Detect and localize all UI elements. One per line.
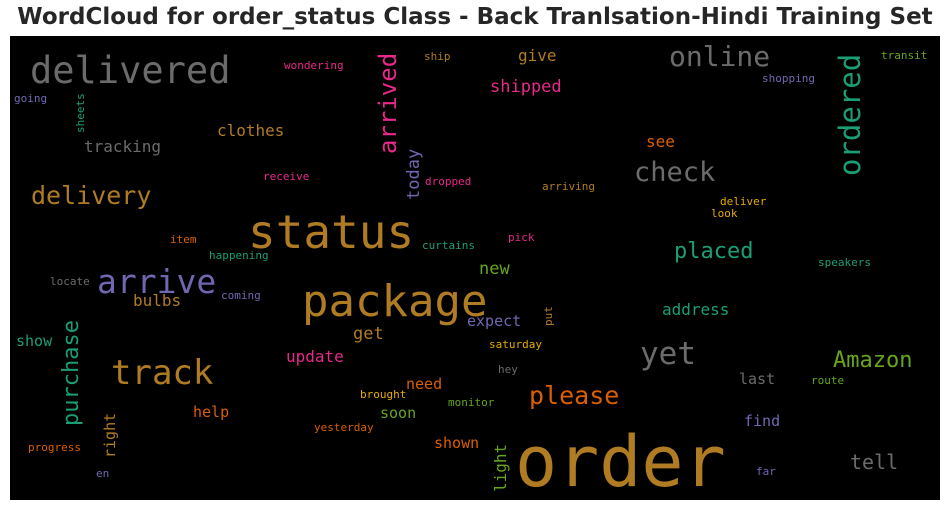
word-wondering: wondering bbox=[284, 59, 344, 72]
word-group: order package status delivered track arrive ye… bbox=[14, 40, 927, 500]
word-pick: pick bbox=[508, 231, 535, 244]
word-tell: tell bbox=[850, 450, 898, 474]
word-yesterday: yesterday bbox=[314, 421, 374, 434]
word-amazon: Amazon bbox=[833, 348, 912, 373]
word-put: put bbox=[542, 306, 555, 326]
word-delivery: delivery bbox=[31, 181, 151, 210]
word-need: need bbox=[406, 375, 442, 393]
word-coming: coming bbox=[221, 289, 261, 302]
word-online: online bbox=[669, 40, 770, 73]
word-shown: shown bbox=[434, 434, 479, 452]
word-shipped: shipped bbox=[490, 77, 562, 97]
word-ship: ship bbox=[424, 50, 451, 63]
word-arrived: arrived bbox=[374, 53, 402, 154]
word-light: light bbox=[491, 444, 510, 492]
word-look: look bbox=[711, 207, 738, 220]
word-locate: locate bbox=[50, 275, 90, 288]
word-order: order bbox=[515, 421, 726, 500]
word-tracking: tracking bbox=[84, 137, 161, 156]
word-check: check bbox=[634, 157, 715, 188]
word-placed: placed bbox=[674, 239, 753, 264]
word-receive: receive bbox=[263, 170, 309, 183]
word-expect: expect bbox=[467, 312, 521, 330]
word-route: route bbox=[811, 374, 844, 387]
word-clothes: clothes bbox=[217, 121, 284, 140]
word-going: going bbox=[14, 92, 47, 105]
word-saturday: saturday bbox=[489, 338, 542, 351]
word-dropped: dropped bbox=[425, 175, 471, 188]
word-happening: happening bbox=[209, 249, 269, 262]
word-deliver: deliver bbox=[720, 195, 767, 208]
word-package: package bbox=[302, 276, 487, 327]
word-monitor: monitor bbox=[448, 396, 495, 409]
cloud-background bbox=[10, 36, 940, 500]
word-item: item bbox=[170, 233, 197, 246]
word-today: today bbox=[404, 149, 424, 200]
word-update: update bbox=[286, 347, 344, 366]
word-arriving: arriving bbox=[542, 180, 595, 193]
word-see: see bbox=[646, 132, 675, 151]
word-purchase: purchase bbox=[59, 320, 84, 426]
word-shopping: shopping bbox=[762, 72, 815, 85]
word-new: new bbox=[479, 259, 510, 279]
word-track: track bbox=[111, 353, 213, 393]
word-right: right bbox=[101, 413, 119, 458]
word-speakers: speakers bbox=[818, 256, 871, 269]
word-get: get bbox=[353, 324, 384, 344]
word-sheets: sheets bbox=[74, 93, 87, 133]
word-status: status bbox=[248, 205, 414, 259]
word-arrive: arrive bbox=[97, 262, 216, 301]
word-give: give bbox=[518, 46, 557, 65]
word-last: last bbox=[739, 370, 775, 388]
word-transit: transit bbox=[881, 49, 927, 62]
word-help: help bbox=[193, 403, 229, 421]
word-find: find bbox=[744, 412, 780, 430]
word-show: show bbox=[16, 332, 53, 350]
word-bulbs: bulbs bbox=[133, 291, 181, 310]
word-please: please bbox=[529, 381, 619, 410]
word-brought: brought bbox=[360, 388, 406, 401]
word-hey: hey bbox=[498, 363, 518, 376]
word-progress: progress bbox=[28, 441, 81, 454]
word-en: en bbox=[96, 467, 109, 480]
word-far: far bbox=[756, 465, 776, 478]
chart-title: WordCloud for order_status Class - Back … bbox=[17, 4, 933, 30]
word-soon: soon bbox=[380, 404, 416, 422]
word-ordered: ordered bbox=[833, 54, 867, 176]
word-delivered: delivered bbox=[30, 49, 230, 92]
word-address: address bbox=[662, 300, 729, 319]
word-curtains: curtains bbox=[422, 239, 475, 252]
word-yet: yet bbox=[640, 336, 696, 372]
wordcloud: order package status delivered track arrive ye… bbox=[10, 36, 940, 500]
